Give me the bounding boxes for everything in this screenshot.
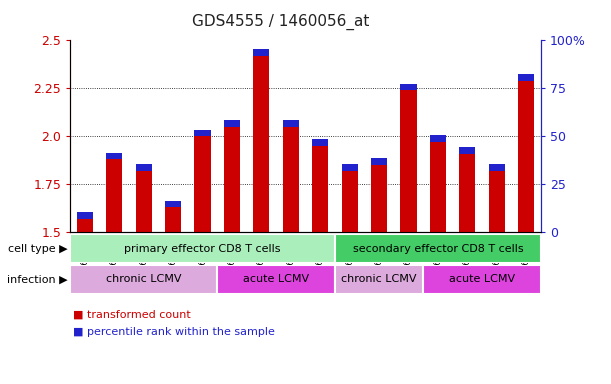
- Text: secondary effector CD8 T cells: secondary effector CD8 T cells: [353, 243, 523, 254]
- Text: primary effector CD8 T cells: primary effector CD8 T cells: [124, 243, 281, 254]
- Bar: [342, 171, 357, 232]
- Text: GDS4555 / 1460056_at: GDS4555 / 1460056_at: [192, 13, 370, 30]
- Bar: [136, 171, 152, 232]
- Bar: [165, 207, 181, 232]
- Bar: [224, 127, 240, 232]
- Bar: [489, 164, 505, 171]
- Bar: [335, 234, 541, 263]
- Bar: [423, 265, 541, 294]
- Text: ■ transformed count: ■ transformed count: [73, 310, 191, 320]
- Bar: [254, 49, 269, 56]
- Text: infection ▶: infection ▶: [7, 274, 67, 285]
- Text: acute LCMV: acute LCMV: [449, 274, 515, 285]
- Bar: [77, 212, 93, 219]
- Bar: [283, 127, 299, 232]
- Bar: [224, 120, 240, 127]
- Bar: [312, 139, 328, 146]
- Bar: [254, 56, 269, 232]
- Bar: [459, 154, 475, 232]
- Bar: [518, 81, 534, 232]
- Bar: [194, 129, 211, 136]
- Bar: [518, 74, 534, 81]
- Bar: [371, 158, 387, 165]
- Text: ■ percentile rank within the sample: ■ percentile rank within the sample: [73, 327, 275, 337]
- Bar: [489, 171, 505, 232]
- Bar: [283, 120, 299, 127]
- Text: chronic LCMV: chronic LCMV: [106, 274, 181, 285]
- Bar: [194, 136, 211, 232]
- Bar: [106, 153, 122, 159]
- Bar: [430, 136, 446, 142]
- Bar: [165, 201, 181, 207]
- Bar: [136, 164, 152, 171]
- Text: acute LCMV: acute LCMV: [243, 274, 309, 285]
- Bar: [218, 265, 335, 294]
- Bar: [335, 265, 423, 294]
- Bar: [342, 164, 357, 171]
- Bar: [70, 265, 218, 294]
- Text: cell type ▶: cell type ▶: [7, 243, 67, 254]
- Bar: [106, 159, 122, 232]
- Bar: [70, 234, 335, 263]
- Bar: [77, 219, 93, 232]
- Bar: [400, 90, 417, 232]
- Bar: [430, 142, 446, 232]
- Bar: [371, 165, 387, 232]
- Bar: [312, 146, 328, 232]
- Bar: [400, 83, 417, 90]
- Text: chronic LCMV: chronic LCMV: [342, 274, 417, 285]
- Bar: [459, 147, 475, 154]
